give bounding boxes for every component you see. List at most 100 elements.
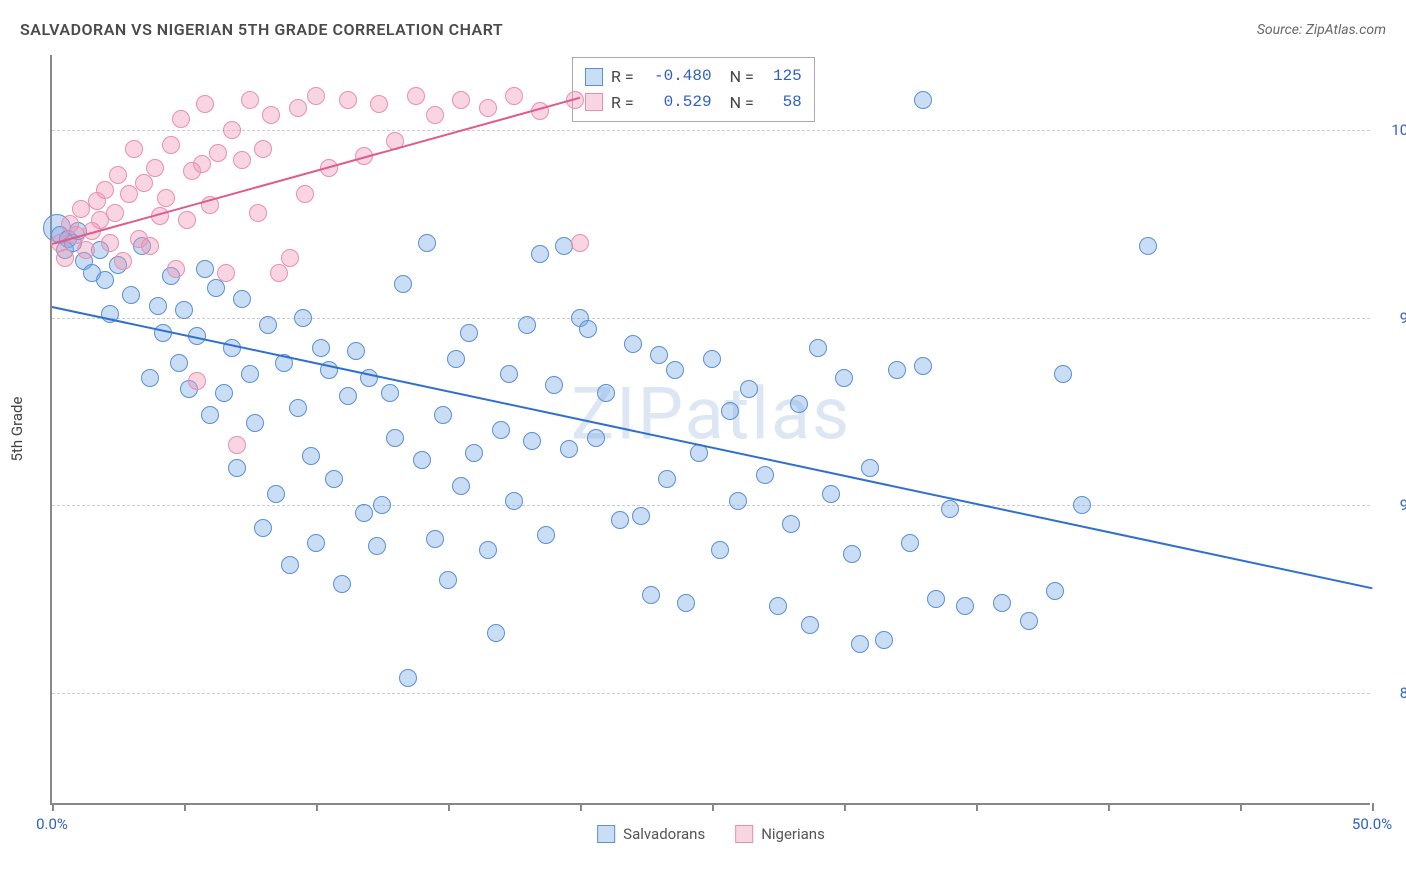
data-point (312, 339, 330, 357)
data-point (666, 361, 684, 379)
data-point (233, 290, 251, 308)
data-point (157, 189, 175, 207)
data-point (77, 241, 95, 259)
data-point (246, 414, 264, 432)
data-point (135, 174, 153, 192)
legend-label: Nigerians (761, 825, 825, 843)
stats-legend-row: R =0.529N =58 (585, 90, 802, 116)
data-point (703, 350, 721, 368)
y-tick-label: 85.0% (1380, 684, 1406, 702)
data-point (439, 571, 457, 589)
x-tick (1240, 803, 1242, 811)
gridline (52, 318, 1370, 319)
data-point (861, 459, 879, 477)
data-point (822, 485, 840, 503)
data-point (146, 159, 164, 177)
stat-r-label: R = (611, 64, 634, 90)
data-point (632, 507, 650, 525)
trend-line (52, 96, 581, 244)
data-point (537, 526, 555, 544)
x-tick-label: 0.0% (36, 815, 68, 833)
data-point (740, 380, 758, 398)
data-point (399, 669, 417, 687)
gridline (52, 505, 1370, 506)
watermark: ZIPatlas (571, 372, 851, 457)
series-legend: SalvadoransNigerians (597, 825, 825, 843)
data-point (307, 534, 325, 552)
data-point (114, 252, 132, 270)
x-tick (316, 803, 318, 811)
data-point (196, 260, 214, 278)
data-point (956, 597, 974, 615)
data-point (281, 556, 299, 574)
data-point (492, 421, 510, 439)
x-tick (712, 803, 714, 811)
data-point (101, 234, 119, 252)
data-point (267, 485, 285, 503)
data-point (1046, 582, 1064, 600)
data-point (518, 316, 536, 334)
x-tick (580, 803, 582, 811)
data-point (809, 339, 827, 357)
x-tick (976, 803, 978, 811)
x-tick (844, 803, 846, 811)
legend-swatch (585, 93, 603, 111)
data-point (175, 301, 193, 319)
data-point (196, 95, 214, 113)
data-point (888, 361, 906, 379)
data-point (611, 511, 629, 529)
data-point (373, 496, 391, 514)
data-point (125, 140, 143, 158)
stat-n-label: N = (730, 90, 754, 116)
chart-title: SALVADORAN VS NIGERIAN 5TH GRADE CORRELA… (20, 20, 503, 39)
stat-n-value: 125 (762, 64, 802, 90)
data-point (658, 470, 676, 488)
data-point (56, 249, 74, 267)
data-point (650, 346, 668, 364)
data-point (413, 451, 431, 469)
data-point (141, 369, 159, 387)
data-point (201, 406, 219, 424)
y-tick-label: 90.0% (1380, 496, 1406, 514)
data-point (729, 492, 747, 510)
data-point (505, 492, 523, 510)
data-point (447, 350, 465, 368)
data-point (479, 99, 497, 117)
data-point (96, 181, 114, 199)
x-tick (1372, 803, 1374, 811)
data-point (217, 264, 235, 282)
stat-r-value: 0.529 (642, 90, 712, 116)
data-point (188, 372, 206, 390)
data-point (141, 237, 159, 255)
data-point (993, 594, 1011, 612)
data-point (1054, 365, 1072, 383)
data-point (302, 447, 320, 465)
data-point (426, 530, 444, 548)
data-point (228, 436, 246, 454)
data-point (307, 87, 325, 105)
data-point (1020, 612, 1038, 630)
data-point (460, 324, 478, 342)
data-point (109, 166, 127, 184)
x-tick (448, 803, 450, 811)
data-point (394, 275, 412, 293)
x-tick (184, 803, 186, 811)
data-point (294, 309, 312, 327)
data-point (452, 91, 470, 109)
stats-legend: R =-0.480N =125R =0.529N =58 (572, 57, 815, 122)
stat-r-label: R = (611, 90, 634, 116)
data-point (835, 369, 853, 387)
data-point (167, 260, 185, 278)
data-point (249, 204, 267, 222)
data-point (571, 234, 589, 252)
data-point (452, 477, 470, 495)
data-point (254, 140, 272, 158)
y-axis-label: 5th Grade (8, 397, 26, 462)
data-point (106, 204, 124, 222)
data-point (941, 500, 959, 518)
stat-r-value: -0.480 (642, 64, 712, 90)
data-point (281, 249, 299, 267)
data-point (178, 211, 196, 229)
data-point (487, 624, 505, 642)
data-point (523, 432, 541, 450)
